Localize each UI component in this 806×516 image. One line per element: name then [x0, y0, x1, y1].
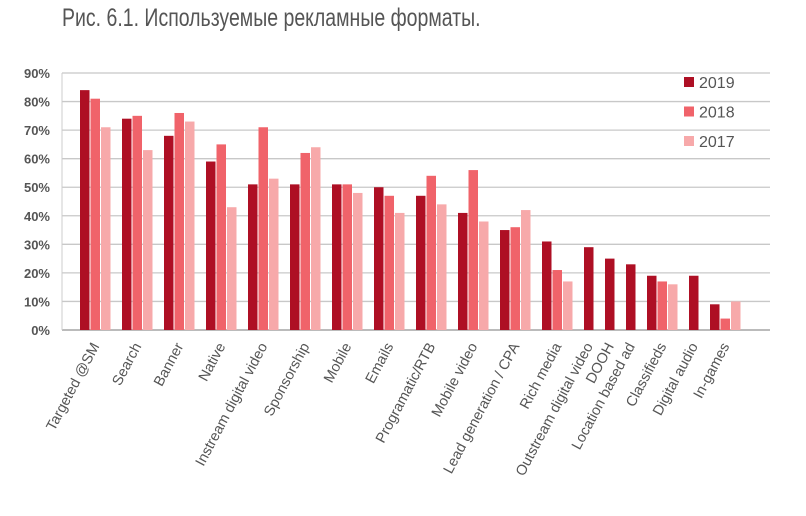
y-tick-label: 90%: [24, 66, 50, 81]
y-tick-label: 80%: [24, 95, 50, 110]
bar-2018: [90, 98, 100, 330]
bar-2018: [510, 227, 520, 330]
y-tick-label: 70%: [24, 123, 50, 138]
bar-2017: [479, 221, 489, 330]
bar-2017: [731, 301, 741, 330]
bar-2019: [206, 161, 216, 330]
y-tick-label: 50%: [24, 180, 50, 195]
x-tick-label: Search: [110, 340, 146, 388]
legend-swatch-2017: [684, 136, 694, 146]
bar-2018: [174, 112, 184, 330]
x-tick-label: Emails: [363, 340, 398, 386]
x-tick-label: Sponsorship: [261, 340, 313, 419]
bar-2019: [248, 184, 258, 330]
x-tick-label: Lead generation / CPA: [441, 340, 524, 476]
x-tick-label: Targeted @SM: [44, 340, 104, 433]
bar-2017: [353, 192, 363, 330]
bar-2017: [395, 212, 405, 330]
bar-2018: [657, 281, 667, 330]
bar-2019: [458, 212, 468, 330]
bar-2018: [384, 195, 394, 330]
bar-2019: [584, 247, 594, 330]
bar-2017: [668, 284, 678, 330]
bar-2017: [143, 150, 153, 330]
bar-2017: [437, 204, 447, 330]
x-tick-label: Banner: [151, 340, 187, 389]
bar-2019: [647, 275, 657, 330]
x-tick-label: Native: [196, 340, 229, 384]
legend-swatch-2019: [684, 77, 694, 87]
bar-2018: [132, 115, 142, 330]
bar-2017: [227, 207, 237, 330]
bar-2019: [626, 264, 636, 330]
y-tick-label: 10%: [24, 294, 50, 309]
bar-2019: [710, 304, 720, 330]
bar-2018: [426, 175, 436, 330]
bar-2017: [185, 121, 195, 331]
y-tick-label: 60%: [24, 152, 50, 167]
x-tick-label: Mobile: [321, 340, 355, 385]
bar-2018: [552, 270, 562, 330]
bar-2019: [122, 118, 132, 330]
bar-2019: [290, 184, 300, 330]
y-tick-label: 20%: [24, 266, 50, 281]
bar-2017: [521, 210, 531, 330]
y-tick-label: 30%: [24, 237, 50, 252]
bar-2017: [563, 281, 573, 330]
y-tick-label: 0%: [31, 323, 50, 338]
bar-2019: [374, 187, 384, 330]
bar-2019: [689, 275, 699, 330]
bar-2018: [300, 152, 310, 330]
bar-2017: [101, 127, 111, 330]
bar-2018: [216, 144, 226, 330]
legend-label: 2018: [699, 105, 735, 122]
y-tick-label: 40%: [24, 209, 50, 224]
legend-swatch-2018: [684, 106, 694, 117]
bar-2018: [468, 170, 478, 330]
bar-2017: [311, 147, 321, 330]
bar-2019: [80, 90, 90, 330]
bar-2019: [605, 258, 615, 330]
bar-2019: [500, 230, 510, 330]
legend-label: 2019: [699, 75, 735, 92]
bar-2017: [269, 178, 279, 330]
bar-2018: [720, 318, 730, 330]
bar-2018: [342, 184, 352, 330]
bar-2019: [332, 184, 342, 330]
bar-2018: [258, 127, 268, 330]
bar-2019: [542, 241, 552, 330]
bar-2019: [164, 135, 174, 330]
bar-2019: [416, 195, 426, 330]
legend-label: 2017: [699, 134, 735, 151]
chart-title: Рис. 6.1. Используемые рекламные форматы…: [62, 4, 481, 32]
